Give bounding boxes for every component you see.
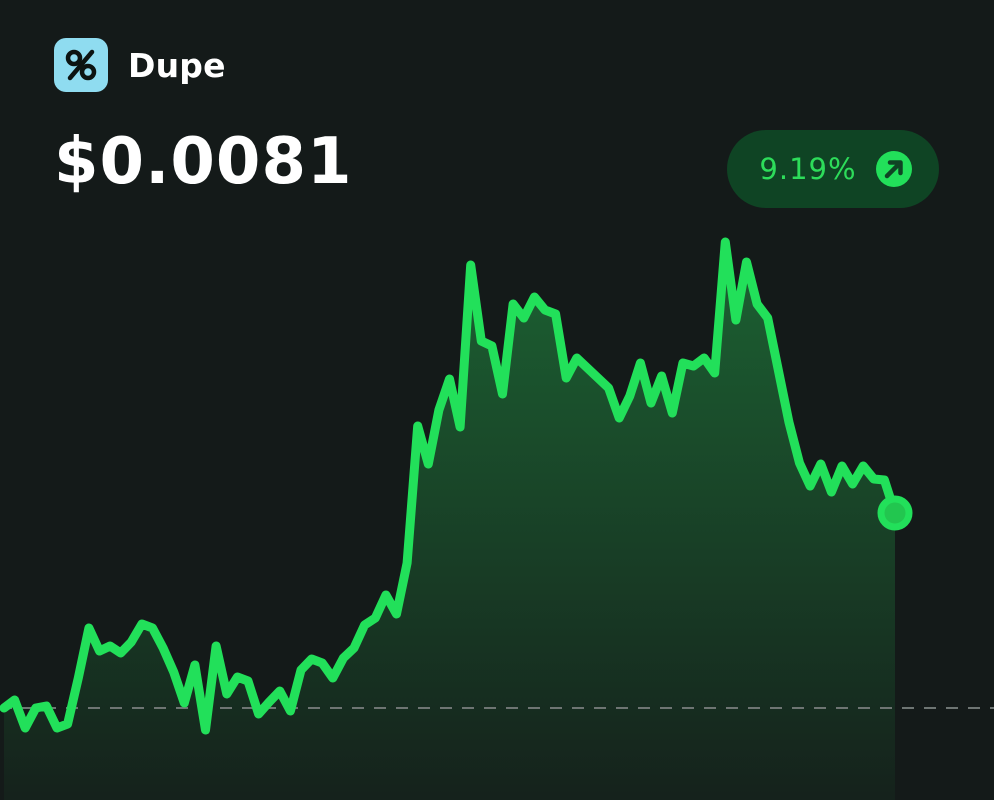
token-header: Dupe: [54, 38, 226, 92]
chart-price-line: [0, 237, 900, 735]
arrow-up-right-icon: [875, 150, 913, 188]
price-change-badge: 9.19%: [727, 130, 939, 208]
chart-area-fill: [4, 242, 895, 800]
percent-logo-icon: [54, 38, 108, 92]
chart-current-point: [877, 495, 913, 531]
current-price: $0.0081: [54, 125, 353, 199]
token-name: Dupe: [128, 45, 226, 85]
price-change-value: 9.19%: [759, 152, 857, 186]
